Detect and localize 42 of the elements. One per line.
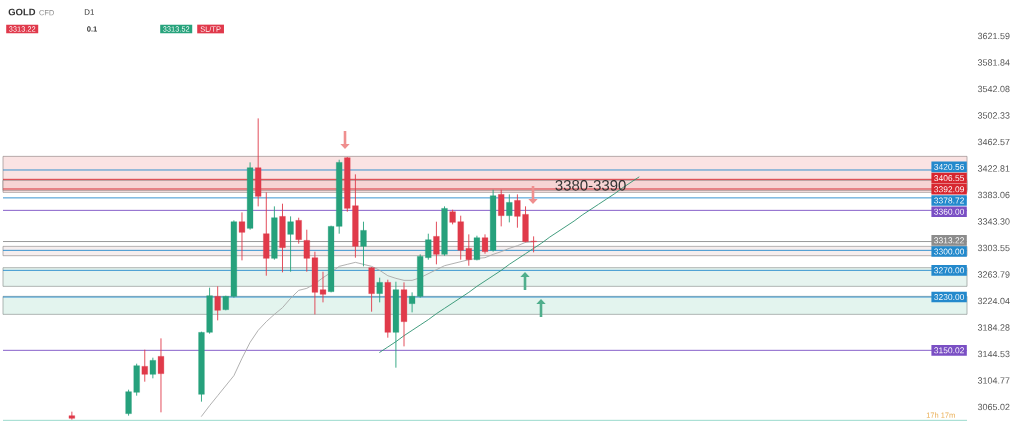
y-tick-label: 3502.33: [977, 112, 1010, 119]
y-tick-label: 3383.06: [977, 191, 1010, 199]
chart-title: GOLD: [8, 8, 36, 16]
candlestick: [498, 189, 505, 227]
ref-line-label: 3313.22: [934, 237, 964, 244]
ref-line-label: 3420.56: [934, 163, 965, 170]
ref-line-label: 3392.09: [934, 186, 965, 193]
y-tick-label: 3224.04: [977, 297, 1010, 305]
candlestick: [141, 349, 148, 383]
ref-line-label: 3360.00: [934, 208, 965, 215]
y-tick-label: 3581.84: [977, 59, 1010, 66]
candlestick: [360, 221, 367, 267]
y-tick-label: 3462.57: [977, 138, 1010, 146]
y-tick-label: 3343.30: [977, 218, 1010, 225]
y-tick-label: 3303.55: [977, 244, 1010, 252]
candlestick: [376, 277, 383, 303]
y-tick-label: 3104.77: [977, 377, 1010, 384]
candlestick: [481, 233, 489, 255]
y-tick-label: 3144.53: [977, 350, 1010, 358]
candlestick: [149, 357, 156, 379]
candlestick: [433, 221, 440, 265]
candlestick: [295, 217, 302, 245]
candlestick: [506, 193, 513, 223]
ref-line-label: 3270.00: [934, 267, 965, 274]
candlestick: [157, 337, 165, 413]
y-tick-label: 3263.79: [977, 271, 1010, 278]
y-tick-label: 3184.28: [977, 324, 1010, 331]
y-tick-label: 3065.02: [977, 403, 1010, 411]
candlestick: [68, 411, 75, 421]
candlestick: [238, 211, 246, 261]
candlestick: [473, 235, 480, 261]
y-tick-label: 3542.08: [977, 85, 1010, 93]
ref-line-label: 3406.55: [934, 175, 965, 182]
ref-line-label: 3150.02: [934, 347, 964, 354]
ref-line-label: 3300.00: [934, 248, 965, 255]
ref-line-label: 3230.00: [934, 294, 965, 301]
candlestick: [287, 215, 294, 273]
candlestick: [214, 285, 221, 321]
y-tick-label: 3422.81: [977, 165, 1010, 172]
band-label: 3380-3390: [555, 180, 626, 191]
ref-line-label: 3378.72: [934, 197, 964, 204]
y-tick-label: 3621.59: [977, 32, 1010, 40]
